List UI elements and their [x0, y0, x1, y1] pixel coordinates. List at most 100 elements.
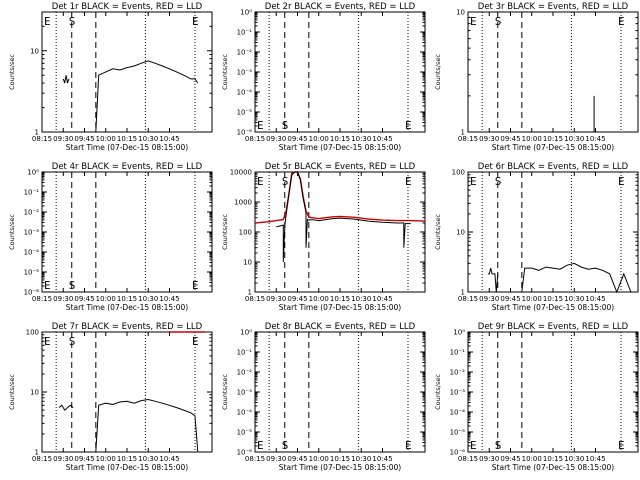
y-tick-label: 10⁻²	[237, 369, 253, 377]
x-tick-label: 09:30	[266, 135, 286, 143]
x-tick-label: 09:45	[287, 295, 307, 303]
x-tick-label: 10:45	[159, 455, 179, 463]
panel-det-5: Det 5r BLACK = Events, RED = LLD 1 10 100 10…	[221, 162, 426, 312]
panel-det-1: Det 1r BLACK = Events, RED = LLD 1 10 08:15…	[8, 2, 213, 152]
marker-s-label: S	[495, 175, 502, 188]
plot-frame	[254, 11, 426, 133]
y-tick-label: 10⁰	[240, 9, 252, 17]
y-tick-label: 10⁰	[27, 169, 39, 177]
y-tick-label: 10⁻³	[24, 229, 40, 237]
x-tick-label: 10:45	[585, 135, 605, 143]
x-tick-label: 10:30	[351, 455, 371, 463]
x-axis-label: Start Time (07-Dec-15 08:15:00)	[492, 143, 614, 152]
y-tick-label: 1	[461, 129, 465, 137]
y-axis-label: Counts/sec	[8, 374, 16, 410]
y-axis-label: Counts/sec	[434, 214, 442, 250]
x-tick-label: 08:15	[458, 455, 478, 463]
x-tick-label: 10:00	[522, 295, 542, 303]
y-tick-label: 10⁻³	[237, 389, 253, 397]
panel-title: Det 5r BLACK = Events, RED = LLD	[265, 162, 416, 172]
marker-e-label: E	[618, 439, 625, 452]
x-axis-label: Start Time (07-Dec-15 08:15:00)	[492, 303, 614, 312]
x-tick-label: 10:00	[96, 295, 116, 303]
marker-e-label: E	[405, 175, 412, 188]
x-tick-label: 10:45	[159, 295, 179, 303]
series-black-line	[58, 404, 74, 411]
y-tick-label: 100	[239, 229, 252, 237]
x-axis-label: Start Time (07-Dec-15 08:15:00)	[66, 303, 188, 312]
x-tick-label: 10:30	[138, 135, 158, 143]
y-axis-label: Counts/sec	[434, 374, 442, 410]
x-tick-label: 08:15	[32, 455, 52, 463]
y-axis-label: Counts/sec	[434, 54, 442, 90]
x-tick-label: 10:45	[372, 295, 392, 303]
y-tick-label: 1	[35, 449, 39, 457]
x-axis-label: Start Time (07-Dec-15 08:15:00)	[279, 143, 401, 152]
x-tick-label: 10:15	[330, 295, 350, 303]
y-axis-label: Counts/sec	[221, 374, 229, 410]
marker-e-label: E	[405, 439, 412, 452]
panel-title: Det 1r BLACK = Events, RED = LLD	[52, 2, 203, 12]
y-tick-label: 10⁻³	[237, 69, 253, 77]
marker-e-label: E	[44, 279, 51, 292]
x-tick-label: 10:00	[522, 135, 542, 143]
y-tick-label: 10⁻⁶	[237, 449, 253, 457]
x-tick-label: 10:45	[585, 455, 605, 463]
x-tick-label: 10:30	[351, 135, 371, 143]
x-tick-label: 08:15	[245, 295, 265, 303]
x-tick-label: 10:15	[117, 295, 137, 303]
marker-e-label: E	[44, 335, 51, 348]
x-tick-label: 09:45	[287, 135, 307, 143]
marker-e-label: E	[618, 175, 625, 188]
marker-e-label: E	[192, 335, 199, 348]
x-tick-label: 10:15	[543, 135, 563, 143]
y-tick-label: 10⁻⁵	[237, 109, 253, 117]
x-tick-label: 10:30	[138, 455, 158, 463]
series-black-line	[276, 171, 411, 263]
y-tick-label: 10⁻¹	[237, 29, 253, 37]
x-tick-label: 10:30	[564, 135, 584, 143]
marker-e-label: E	[470, 175, 477, 188]
y-tick-label: 10⁻²	[450, 369, 466, 377]
x-axis-label: Start Time (07-Dec-15 08:15:00)	[279, 303, 401, 312]
y-tick-label: 10⁻²	[237, 49, 253, 57]
y-tick-label: 100	[26, 329, 39, 337]
y-tick-label: 10000	[230, 169, 252, 177]
y-tick-label: 1	[35, 129, 39, 137]
marker-s-label: S	[282, 119, 289, 132]
x-tick-label: 10:15	[543, 295, 563, 303]
x-tick-label: 09:30	[53, 135, 73, 143]
x-tick-label: 09:30	[53, 455, 73, 463]
y-tick-label: 10⁻⁶	[24, 289, 40, 297]
y-tick-label: 10⁻⁶	[237, 129, 253, 137]
marker-s-label: S	[69, 279, 76, 292]
panel-det-2: Det 2r BLACK = Events, RED = LLD 10⁻⁶ 10⁻⁵…	[221, 2, 426, 152]
x-tick-label: 10:15	[330, 135, 350, 143]
y-tick-label: 10⁻⁵	[24, 269, 40, 277]
y-tick-label: 10⁻⁶	[450, 449, 466, 457]
x-tick-label: 08:15	[458, 295, 478, 303]
y-tick-label: 1	[248, 289, 252, 297]
x-tick-label: 09:45	[74, 455, 94, 463]
y-tick-label: 1	[461, 289, 465, 297]
y-tick-label: 10⁻¹	[24, 189, 40, 197]
series-black-line	[62, 75, 70, 84]
y-tick-label: 1000	[234, 199, 252, 207]
x-tick-label: 09:30	[479, 455, 499, 463]
marker-s-label: S	[69, 335, 76, 348]
x-tick-label: 08:15	[32, 135, 52, 143]
y-axis-label: Counts/sec	[8, 54, 16, 90]
x-tick-label: 10:00	[96, 135, 116, 143]
marker-e-label: E	[470, 439, 477, 452]
plot-frame	[467, 11, 639, 133]
x-tick-label: 10:15	[117, 455, 137, 463]
y-tick-label: 10⁻¹	[237, 349, 253, 357]
marker-s-label: S	[282, 175, 289, 188]
x-axis-label: Start Time (07-Dec-15 08:15:00)	[279, 463, 401, 472]
series-black-line	[95, 60, 199, 133]
marker-e-label: E	[257, 175, 264, 188]
x-tick-label: 08:15	[245, 455, 265, 463]
panel-det-6: Det 6r BLACK = Events, RED = LLD 1 10 100 08…	[434, 162, 639, 312]
x-tick-label: 10:15	[543, 455, 563, 463]
marker-s-label: S	[282, 439, 289, 452]
